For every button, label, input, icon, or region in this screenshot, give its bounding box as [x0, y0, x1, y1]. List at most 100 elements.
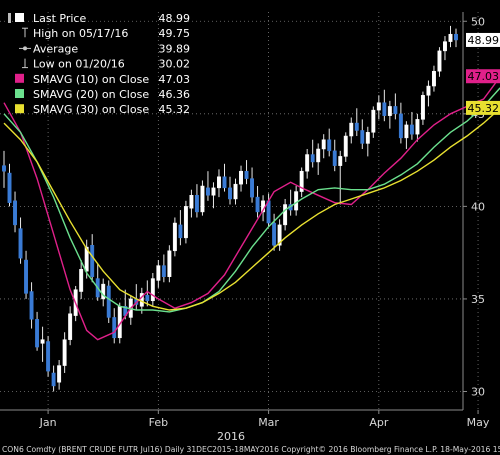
- candle-body-up: [57, 365, 62, 383]
- legend-label: SMAVG (20) on Close: [33, 88, 149, 101]
- price-tag-label: 48.99: [468, 34, 500, 47]
- candle: [200, 180, 205, 216]
- candle: [156, 260, 161, 288]
- candle-body-down: [332, 150, 337, 166]
- candle: [360, 119, 365, 149]
- candle-body-down: [393, 106, 398, 115]
- candle: [283, 198, 288, 231]
- candle-body-down: [161, 265, 166, 277]
- candle: [431, 65, 436, 92]
- candle-body-up: [277, 224, 282, 246]
- high-marker-icon: [22, 27, 28, 38]
- candle-body-up: [101, 283, 106, 300]
- legend-label: Average: [33, 42, 78, 55]
- candle: [222, 163, 227, 192]
- candle: [332, 139, 337, 172]
- candle-body-down: [272, 222, 277, 246]
- candle-body-down: [178, 224, 183, 239]
- candle: [338, 150, 343, 205]
- legend-value: 30.02: [159, 58, 191, 71]
- price-tag-bg: [466, 69, 500, 84]
- candle-body-up: [443, 41, 447, 52]
- candle: [305, 148, 310, 179]
- candle: [217, 169, 221, 198]
- candle-body-down: [382, 102, 387, 116]
- x-axis-ticks: Jan Feb Mar Apr May: [39, 410, 490, 429]
- candle-body-up: [338, 156, 343, 166]
- candle-body-up: [68, 313, 73, 340]
- candle: [211, 182, 216, 209]
- candle: [371, 106, 376, 138]
- candle-body-up: [321, 139, 326, 150]
- candle-body-up: [62, 339, 67, 366]
- y-tick-label: 40: [471, 200, 485, 213]
- candle: [46, 335, 51, 377]
- candle-body-down: [46, 341, 51, 372]
- legend-label: SMAVG (10) on Close: [33, 73, 149, 86]
- candle-body-up: [156, 265, 161, 281]
- candle: [443, 36, 447, 61]
- moving-averages: [3, 76, 500, 341]
- legend-value: 48.99: [159, 12, 191, 25]
- candle: [228, 176, 232, 205]
- candle-body-down: [24, 259, 29, 294]
- candle: [404, 121, 409, 149]
- candle: [172, 217, 177, 257]
- candle-body-down: [2, 165, 6, 172]
- candle: [327, 128, 332, 157]
- candle-body-up: [376, 102, 381, 111]
- candle-body-down: [90, 244, 95, 277]
- legend-label: Low on 01/20/16: [33, 58, 125, 71]
- candle: [415, 113, 420, 142]
- candle-body-down: [398, 113, 403, 139]
- candle: [310, 139, 315, 168]
- candle: [426, 80, 431, 107]
- x-axis-year-label: 2016: [217, 430, 245, 443]
- candle-body-up: [40, 339, 45, 344]
- candle-body-up: [167, 250, 172, 277]
- price-tag-label: 47.03: [468, 70, 500, 83]
- footer-text: CON6 Comdty (BRENT CRUDE FUTR Jul16) Dai…: [2, 445, 500, 454]
- candle-body-up: [211, 187, 216, 196]
- candle: [62, 332, 67, 373]
- candle-body-down: [354, 122, 359, 131]
- candle-body-up: [448, 33, 453, 42]
- price-tag-label: 45.32: [468, 102, 500, 115]
- candle: [57, 360, 62, 390]
- candle-body-down: [51, 372, 56, 387]
- candle: [321, 134, 326, 159]
- candle: [40, 326, 45, 362]
- candle: [101, 278, 106, 307]
- candle: [189, 189, 194, 218]
- candle: [13, 191, 17, 233]
- x-tick-label: Feb: [149, 416, 168, 429]
- candle-body-up: [239, 170, 243, 185]
- sma-line: [3, 87, 500, 313]
- candle: [233, 178, 238, 205]
- candle: [382, 89, 387, 122]
- candle-body-up: [437, 50, 442, 72]
- candle-body-down: [360, 130, 365, 144]
- candle: [183, 200, 188, 244]
- candle: [349, 117, 354, 144]
- y-tick-label: 35: [471, 293, 485, 306]
- candle: [343, 132, 348, 162]
- sma-line: [3, 76, 500, 341]
- candle-body-up: [343, 135, 348, 157]
- candle: [29, 282, 34, 329]
- candle: [24, 250, 29, 299]
- candle: [409, 111, 414, 140]
- candle: [51, 365, 56, 392]
- candle-body-up: [84, 246, 89, 272]
- candle-body-up: [426, 85, 431, 96]
- candle: [376, 95, 381, 120]
- candle-body-up: [294, 191, 299, 211]
- legend-value: 39.89: [159, 42, 191, 55]
- candle-body-up: [79, 269, 84, 292]
- legend-entry-high: High on 05/17/16 49.75: [22, 27, 190, 40]
- legend-entry-avg: Average 39.89: [19, 42, 190, 55]
- candle: [272, 213, 277, 251]
- candlesticks: [2, 25, 458, 392]
- candle: [255, 186, 260, 218]
- candle: [167, 245, 172, 283]
